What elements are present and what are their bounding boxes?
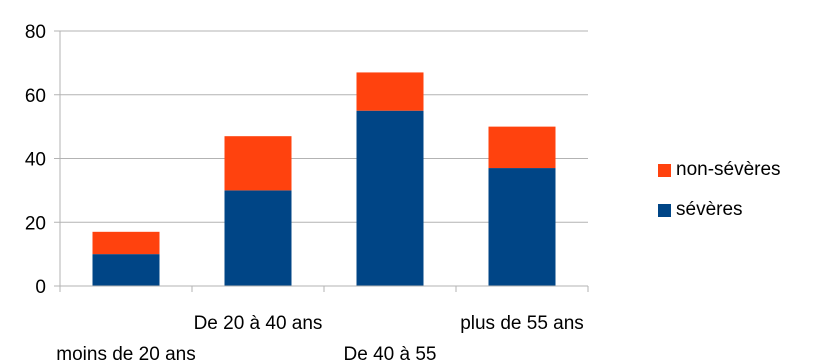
y-tick-labels: 0 20 40 60 80: [25, 22, 46, 298]
y-tick-label: 40: [25, 150, 46, 171]
y-tick-label: 60: [25, 86, 46, 107]
legend: non-sévères sévères: [658, 158, 781, 238]
bar-non-severes-3: [488, 126, 556, 169]
bar-severes-1: [224, 190, 292, 286]
bar-severes-2: [356, 110, 424, 286]
y-tick-label: 0: [35, 277, 46, 298]
x-tick-labels: moins de 20 ans De 20 à 40 ans De 40 à 55 p…: [56, 313, 584, 363]
legend-item: non-sévères: [658, 158, 781, 182]
legend-label: non-sévères: [676, 159, 781, 180]
y-tick-label: 20: [25, 213, 46, 234]
legend-swatch: [658, 163, 671, 177]
legend-item: sévères: [658, 198, 781, 222]
x-tick-label: De 20 à 40 ans: [194, 313, 323, 334]
y-tick-label: 80: [25, 22, 46, 43]
bars: [92, 72, 556, 286]
legend-swatch: [658, 203, 671, 217]
x-tick-label: moins de 20 ans: [56, 344, 195, 363]
bar-severes-0: [92, 254, 160, 286]
legend-label: sévères: [676, 199, 743, 220]
bar-non-severes-0: [92, 231, 160, 255]
x-tick-label: De 40 à 55: [344, 344, 437, 363]
axes: [54, 31, 589, 292]
bar-non-severes-2: [356, 72, 424, 111]
x-tick-label: plus de 55 ans: [460, 313, 584, 334]
bar-non-severes-1: [224, 136, 292, 191]
bar-severes-3: [488, 168, 556, 286]
